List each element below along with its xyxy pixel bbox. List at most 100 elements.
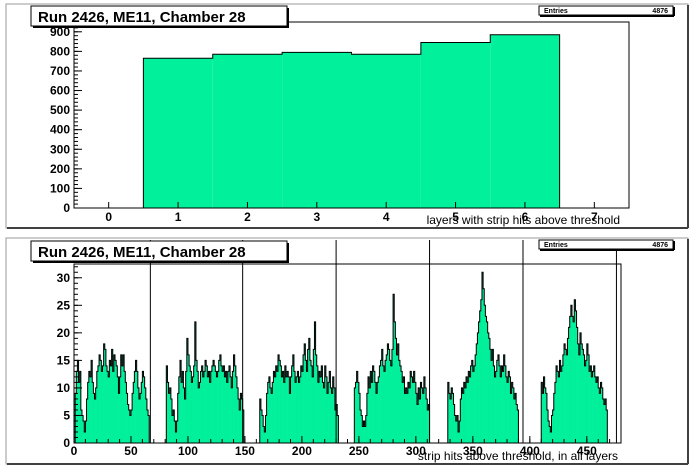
strip-bar xyxy=(510,393,512,443)
x-tick-label: 0 xyxy=(71,444,78,458)
x-tick-label: 1 xyxy=(175,210,182,224)
strip-bar xyxy=(577,343,580,443)
strip-bar xyxy=(566,354,568,443)
strip-bar xyxy=(218,360,221,443)
strip-bar xyxy=(138,398,141,443)
strip-bar xyxy=(355,382,357,443)
strip-bar xyxy=(277,354,280,443)
strip-bar xyxy=(496,360,499,443)
strip-bar xyxy=(602,398,605,443)
strip-bar xyxy=(414,382,417,443)
strip-bar xyxy=(565,349,567,443)
strip-bar xyxy=(316,365,319,443)
strip-bar xyxy=(469,376,471,443)
strip-bar xyxy=(458,431,460,443)
strip-bar xyxy=(499,365,501,443)
strip-bar xyxy=(146,409,149,443)
strip-bar xyxy=(550,431,552,443)
strip-bar xyxy=(546,409,549,443)
strip-bar xyxy=(123,354,125,443)
histogram-outline xyxy=(447,271,519,443)
strip-bar xyxy=(298,382,300,443)
strip-bar xyxy=(492,349,494,443)
strip-bar xyxy=(299,376,302,443)
x-tick-label: 150 xyxy=(235,444,255,458)
bar-layer-4 xyxy=(351,54,421,208)
y-tick-label: 600 xyxy=(50,84,70,98)
y-tick-label: 5 xyxy=(63,408,70,422)
strip-bar xyxy=(94,398,96,443)
strip-bar xyxy=(321,365,323,443)
strip-bar xyxy=(75,393,77,443)
strip-bar xyxy=(210,371,213,443)
strip-bar xyxy=(426,398,428,443)
strip-bar xyxy=(361,415,363,443)
strip-bar xyxy=(423,376,426,443)
strip-bar xyxy=(507,382,509,443)
strip-bar xyxy=(568,327,571,443)
histogram-outline xyxy=(142,34,561,208)
strip-bar xyxy=(296,376,298,443)
strip-bar xyxy=(266,393,269,443)
x-tick-label: 300 xyxy=(406,444,426,458)
strip-bar xyxy=(542,393,544,443)
strip-bar xyxy=(125,382,127,443)
strip-bar xyxy=(281,376,283,443)
x-tick-label: 3 xyxy=(313,210,320,224)
strip-bar xyxy=(391,349,394,443)
strip-bar xyxy=(311,365,313,443)
bar-layer-1 xyxy=(143,58,213,208)
strip-bar xyxy=(575,310,577,443)
strip-bar xyxy=(585,360,588,443)
strip-bar xyxy=(271,393,273,443)
y-tick-label: 400 xyxy=(50,123,70,137)
strip-bar xyxy=(512,387,515,443)
strip-bar xyxy=(386,354,388,443)
strip-bar xyxy=(238,398,240,443)
strip-bar xyxy=(179,360,182,443)
strip-bar xyxy=(389,360,392,443)
strip-bar xyxy=(287,371,289,443)
strip-bar xyxy=(319,371,321,443)
strip-bar xyxy=(479,310,482,443)
strip-bar xyxy=(92,382,94,443)
strip-bar xyxy=(356,371,359,443)
strip-bar xyxy=(591,376,593,443)
strip-bar xyxy=(365,415,368,443)
strip-bar xyxy=(393,294,395,443)
strip-bar xyxy=(87,382,90,443)
strip-bar xyxy=(486,321,488,443)
strip-bar xyxy=(411,376,413,443)
strip-bar xyxy=(194,321,197,443)
strip-bar xyxy=(314,321,316,443)
strip-bar xyxy=(308,338,311,443)
strip-bar xyxy=(484,305,486,443)
y-tick-label: 30 xyxy=(57,271,71,285)
strip-bar xyxy=(77,360,79,443)
strip-bar xyxy=(101,371,103,443)
strip-bar xyxy=(135,360,137,443)
strip-bar xyxy=(85,420,87,443)
strip-bar xyxy=(189,365,191,443)
strip-bar xyxy=(407,382,410,443)
x-tick-label: 0 xyxy=(105,210,112,224)
strip-bar xyxy=(236,387,239,443)
strip-bar xyxy=(556,365,558,443)
strip-bar xyxy=(494,376,496,443)
histogram-outline xyxy=(165,321,245,443)
strip-bar xyxy=(410,371,412,443)
y-tick-label: 500 xyxy=(50,103,70,117)
strip-bar xyxy=(127,404,129,443)
strip-bar xyxy=(217,371,220,443)
strip-bar xyxy=(178,376,181,443)
title-box: Run 2426, ME11, Chamber 28 xyxy=(30,240,289,263)
strip-bar xyxy=(168,393,171,443)
strip-bar xyxy=(116,365,118,443)
strip-bar xyxy=(324,365,327,443)
strip-bar xyxy=(385,360,387,443)
strip-bar xyxy=(81,415,84,443)
strip-bar xyxy=(419,398,421,443)
strip-bar xyxy=(460,398,462,443)
y-tick-label: 0 xyxy=(63,201,70,215)
